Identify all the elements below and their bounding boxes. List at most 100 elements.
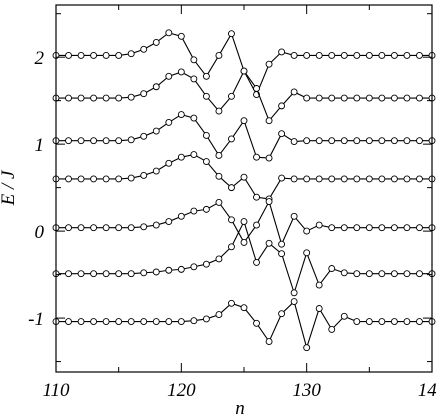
data-point [303, 227, 311, 235]
data-point [90, 137, 98, 145]
series-layer [52, 29, 436, 352]
data-point [416, 51, 423, 59]
data-point [378, 137, 386, 145]
data-point [202, 315, 210, 323]
data-point [140, 171, 148, 179]
data-point [340, 175, 348, 183]
y-tick-label: 1 [35, 135, 45, 156]
data-point [127, 318, 135, 326]
data-point [215, 172, 223, 180]
data-point [303, 94, 311, 102]
data-point [77, 224, 85, 232]
data-point [177, 111, 185, 119]
data-point [140, 223, 148, 231]
data-point [165, 159, 173, 167]
data-point [140, 269, 148, 277]
data-point [140, 132, 148, 140]
data-point [152, 268, 160, 276]
data-point [127, 93, 135, 101]
data-point [77, 137, 85, 145]
data-point [303, 344, 311, 352]
data-point [390, 51, 398, 59]
series-3 [52, 111, 436, 162]
data-point [165, 118, 173, 126]
data-point [165, 218, 173, 226]
data-point [353, 175, 361, 183]
data-point [65, 270, 72, 278]
data-point [127, 50, 135, 58]
series-1 [52, 29, 436, 99]
data-point [202, 92, 210, 100]
data-point [177, 265, 185, 273]
data-point [253, 153, 260, 161]
data-point [353, 94, 361, 102]
data-point [315, 175, 323, 183]
data-point [340, 51, 348, 59]
data-point [190, 75, 198, 83]
data-point [190, 151, 198, 159]
data-point [90, 51, 98, 59]
data-point [340, 312, 348, 320]
data-point [328, 51, 336, 59]
data-point [403, 270, 411, 278]
data-point [177, 153, 185, 161]
data-point [390, 94, 398, 102]
data-point [152, 38, 160, 46]
data-point [278, 102, 286, 110]
data-point [177, 318, 185, 326]
data-point [65, 224, 72, 232]
x-tick-label: 110 [42, 380, 70, 401]
data-point [115, 94, 123, 102]
data-point [240, 238, 248, 246]
data-point [265, 117, 273, 125]
data-point [215, 255, 223, 263]
data-point [290, 88, 298, 96]
data-point [378, 51, 386, 59]
y-axis-label: E / J [0, 169, 19, 206]
data-point [77, 270, 85, 278]
data-point [240, 67, 248, 75]
data-point [353, 137, 361, 145]
data-point [278, 130, 286, 138]
series-4 [52, 151, 436, 203]
data-point [127, 136, 135, 144]
data-point [165, 266, 173, 274]
data-point [177, 32, 185, 40]
data-point [65, 137, 72, 145]
data-point [378, 224, 386, 232]
data-point [365, 270, 373, 278]
data-point [90, 318, 98, 326]
series-line [56, 32, 432, 96]
data-point [152, 83, 160, 91]
data-point [202, 158, 210, 165]
data-point [115, 224, 123, 232]
data-point [290, 51, 298, 59]
data-point [265, 239, 273, 247]
data-point [102, 224, 110, 232]
data-point [215, 51, 223, 59]
data-point [315, 51, 323, 59]
data-point [102, 318, 110, 326]
x-tick-label: 120 [167, 380, 196, 401]
data-point [353, 224, 361, 232]
data-point [65, 51, 72, 59]
data-point [152, 318, 160, 326]
data-point [416, 224, 423, 232]
data-point [328, 137, 336, 145]
data-point [127, 270, 135, 278]
data-point [416, 318, 423, 326]
data-point [390, 318, 398, 326]
data-point [202, 260, 210, 268]
data-point [365, 175, 373, 183]
data-point [152, 127, 160, 135]
data-point [303, 137, 311, 145]
data-point [340, 269, 348, 277]
data-point [303, 249, 311, 257]
data-point [265, 198, 273, 206]
data-point [253, 85, 260, 92]
data-point [152, 221, 160, 229]
x-tick-label: 140 [418, 380, 436, 401]
data-point [102, 175, 110, 183]
data-point [165, 29, 173, 37]
